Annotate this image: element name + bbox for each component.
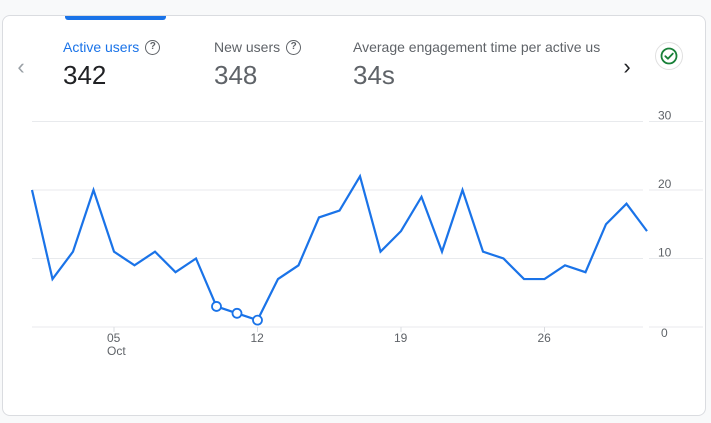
x-axis-tick-label: 19 xyxy=(394,331,408,345)
y-axis-tick-label: 30 xyxy=(658,109,672,123)
check-circle-icon xyxy=(660,47,678,65)
next-metrics-button[interactable]: › xyxy=(617,54,637,80)
metric-value: 34s xyxy=(353,60,395,90)
metric-label: New users xyxy=(214,39,281,55)
status-badge[interactable] xyxy=(655,42,683,70)
x-axis-tick-label: 26 xyxy=(538,331,552,345)
active-tab-indicator xyxy=(65,16,166,20)
data-point-marker[interactable] xyxy=(252,314,263,326)
metric-tab-new-users[interactable]: New users ? 348 xyxy=(214,38,302,90)
previous-metrics-button[interactable]: ‹ xyxy=(11,54,31,80)
chevron-right-icon: › xyxy=(623,54,631,79)
chevron-left-icon: ‹ xyxy=(17,54,25,79)
metrics-card: ‹ Active users ? 342 New users ? 348 Ave… xyxy=(2,15,706,416)
help-circle-icon[interactable]: ? xyxy=(145,39,161,55)
y-axis-tick-label: 20 xyxy=(658,177,672,191)
metric-label: Average engagement time per active us xyxy=(353,39,601,55)
help-circle-icon[interactable]: ? xyxy=(286,39,302,55)
data-point-marker[interactable] xyxy=(231,307,243,319)
metric-tab-avg-engagement-time[interactable]: Average engagement time per active us 34… xyxy=(353,38,611,90)
metric-value: 348 xyxy=(214,60,258,90)
active-users-line xyxy=(30,173,648,322)
y-axis-tick-label: 0 xyxy=(661,326,668,340)
x-axis-tick-label: 12 xyxy=(251,331,265,345)
data-point-marker[interactable] xyxy=(211,301,222,312)
metric-value: 342 xyxy=(63,60,107,90)
metric-label: Active users xyxy=(63,39,140,55)
y-axis-tick-label: 10 xyxy=(658,246,672,260)
x-axis-tick-label: 05 xyxy=(107,331,121,345)
metric-tab-active-users[interactable]: Active users ? 342 xyxy=(63,38,161,90)
x-axis-month-label: Oct xyxy=(107,344,126,358)
